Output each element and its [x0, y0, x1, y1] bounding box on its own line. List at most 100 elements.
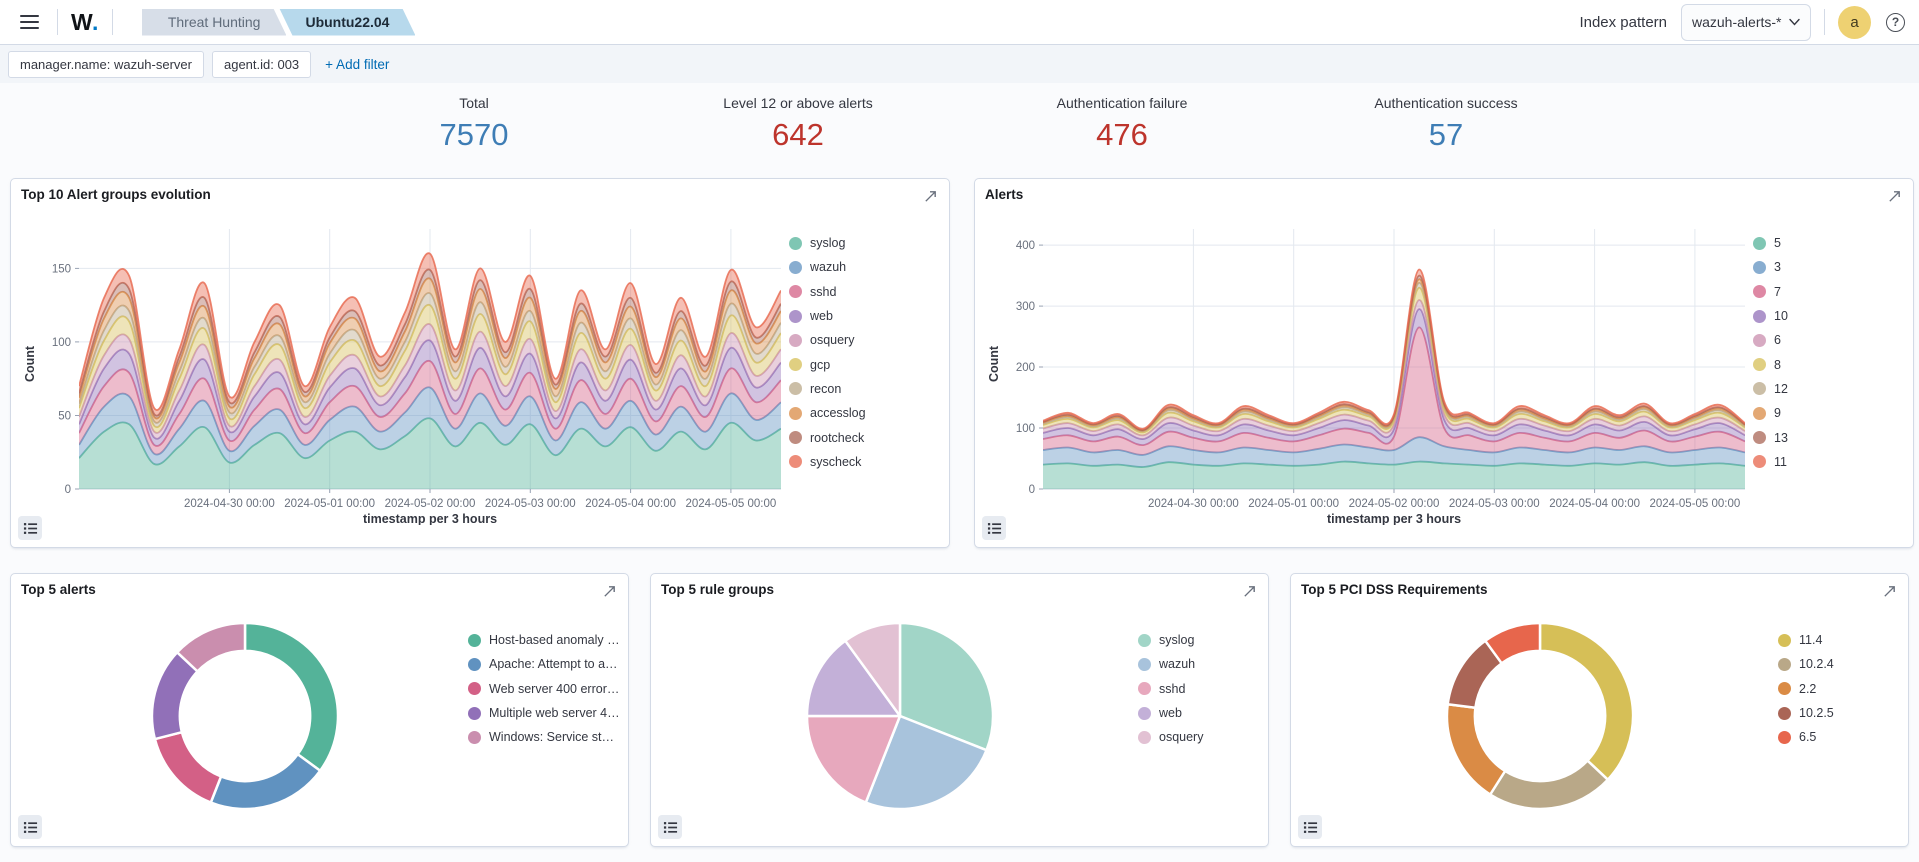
panel-title: Top 10 Alert groups evolution: [21, 187, 211, 202]
breadcrumb-threat-hunting[interactable]: Threat Hunting: [142, 9, 287, 36]
inspect-list-icon[interactable]: [18, 815, 42, 839]
legend-item[interactable]: wazuh: [789, 255, 939, 279]
breadcrumb-agent-ubuntu[interactable]: Ubuntu22.04: [279, 9, 415, 36]
avatar[interactable]: a: [1838, 5, 1871, 39]
pie-slice[interactable]: [243, 621, 339, 772]
legend-item[interactable]: Multiple web server 4…: [468, 701, 620, 725]
pie-slice[interactable]: [805, 639, 901, 718]
stat-total: Total 7570: [394, 95, 554, 167]
legend-item[interactable]: 6.5: [1778, 725, 1898, 749]
legend-dot: [1753, 382, 1766, 396]
legend-item[interactable]: web: [789, 304, 939, 328]
legend-item[interactable]: 10.2.4: [1778, 652, 1898, 676]
legend-item[interactable]: 2.2: [1778, 677, 1898, 701]
pie-slice[interactable]: [805, 714, 901, 804]
pie-slice[interactable]: [209, 753, 321, 811]
area-chart-svg: 0 100 200 300 400 2024-04-30 00:00 2024-05-01 …: [987, 229, 1745, 526]
legend-item[interactable]: recon: [789, 377, 939, 401]
inspect-list-icon[interactable]: [18, 516, 42, 540]
legend-item[interactable]: rootcheck: [789, 425, 939, 449]
svg-text:2024-05-04 00:00: 2024-05-04 00:00: [585, 498, 676, 510]
pie-slice[interactable]: [153, 730, 222, 804]
legend-item[interactable]: syslog: [789, 231, 939, 255]
legend-item[interactable]: osquery: [1138, 725, 1258, 749]
svg-text:2024-05-05 00:00: 2024-05-05 00:00: [685, 498, 776, 510]
legend-item[interactable]: syscheck: [789, 450, 939, 474]
area-chart-alerts-by-level[interactable]: 0 100 200 300 400 2024-04-30 00:00 2024-05-01 …: [985, 209, 1753, 530]
legend-item[interactable]: 10: [1753, 304, 1903, 328]
legend-item[interactable]: sshd: [1138, 677, 1258, 701]
legend-item[interactable]: 8: [1753, 352, 1903, 376]
inspect-list-icon[interactable]: [982, 516, 1006, 540]
pie-slice[interactable]: [1538, 621, 1634, 781]
inspect-list-icon[interactable]: [1298, 815, 1322, 839]
legend-dot: [789, 455, 802, 469]
donut-chart-top5-alerts[interactable]: [21, 604, 468, 822]
expand-icon[interactable]: [1240, 582, 1259, 604]
legend-item[interactable]: 11.4: [1778, 628, 1898, 652]
legend-item[interactable]: syslog: [1138, 628, 1258, 652]
legend-item[interactable]: 10.2.5: [1778, 701, 1898, 725]
legend-label: Windows: Service st…: [489, 730, 615, 745]
legend-item[interactable]: accesslog: [789, 401, 939, 425]
legend-item[interactable]: osquery: [789, 328, 939, 352]
pie-chart-svg: [150, 621, 339, 811]
donut-chart-top5-pci[interactable]: [1301, 604, 1778, 822]
legend-item[interactable]: Apache: Attempt to a…: [468, 652, 618, 676]
legend-item[interactable]: 12: [1753, 377, 1903, 401]
chart-legend: syslog wazuh sshd web osquery gcp recon accessl…: [789, 209, 939, 530]
inspect-list-icon[interactable]: [658, 815, 682, 839]
chart-legend: Host-based anomaly … Apache: Attempt to a…: [468, 604, 620, 822]
filter-pill-agent[interactable]: agent.id: 003: [211, 50, 312, 78]
legend-dot: [1778, 657, 1791, 671]
legend-item[interactable]: sshd: [789, 280, 939, 304]
legend-item[interactable]: 11: [1753, 450, 1903, 474]
pie-slice[interactable]: [1488, 759, 1609, 811]
svg-text:400: 400: [1016, 240, 1035, 252]
legend-item[interactable]: web: [1138, 701, 1258, 725]
legend-label: Web server 400 error…: [489, 681, 620, 696]
legend-dot: [789, 260, 802, 274]
pie-slice[interactable]: [1445, 703, 1506, 796]
legend-dot: [1138, 633, 1151, 647]
pie-slice[interactable]: [1483, 621, 1541, 665]
pie-slice[interactable]: [898, 621, 994, 752]
legend-item[interactable]: 9: [1753, 401, 1903, 425]
legend-item[interactable]: wazuh: [1138, 652, 1258, 676]
pie-slice[interactable]: [864, 714, 988, 811]
pie-chart-top5-rule-groups[interactable]: [661, 604, 1138, 822]
pie-chart-svg: [1445, 621, 1634, 811]
svg-text:300: 300: [1016, 301, 1035, 313]
svg-text:0: 0: [65, 484, 71, 496]
legend-item[interactable]: 3: [1753, 255, 1903, 279]
legend-item[interactable]: Host-based anomaly …: [468, 628, 620, 652]
index-pattern-select[interactable]: wazuh-alerts-*: [1681, 3, 1811, 41]
add-filter-link[interactable]: + Add filter: [325, 56, 390, 72]
stat-auth-success: Authentication success 57: [1366, 95, 1526, 167]
legend-item[interactable]: Web server 400 error…: [468, 677, 620, 701]
expand-icon[interactable]: [1885, 187, 1904, 209]
area-chart-alert-groups[interactable]: 0 50 100 150 2024-04-30 00:00 2024-05-01 00:0…: [21, 209, 789, 530]
expand-icon[interactable]: [600, 582, 619, 604]
legend-label: 2.2: [1799, 681, 1817, 696]
legend-item[interactable]: 7: [1753, 280, 1903, 304]
legend-item[interactable]: 5: [1753, 231, 1903, 255]
filter-pill-manager[interactable]: manager.name: wazuh-server: [8, 50, 204, 78]
chart-legend: 11.4 10.2.4 2.2 10.2.5 6.5: [1778, 604, 1898, 822]
legend-item[interactable]: gcp: [789, 352, 939, 376]
legend-label: rootcheck: [810, 430, 865, 445]
svg-text:2024-05-04 00:00: 2024-05-04 00:00: [1549, 498, 1640, 510]
pie-slice[interactable]: [843, 621, 901, 718]
legend-dot: [789, 358, 802, 372]
expand-icon[interactable]: [1880, 582, 1899, 604]
help-icon[interactable]: ?: [1886, 12, 1905, 32]
legend-item[interactable]: 6: [1753, 328, 1903, 352]
legend-item[interactable]: 13: [1753, 425, 1903, 449]
legend-item[interactable]: Windows: Service st…: [468, 725, 618, 749]
pie-slice[interactable]: [175, 621, 246, 673]
svg-text:100: 100: [1016, 423, 1035, 435]
hamburger-menu-icon[interactable]: [14, 7, 44, 37]
expand-icon[interactable]: [921, 187, 940, 209]
wazuh-logo[interactable]: W.: [71, 8, 99, 35]
legend-dot: [468, 633, 481, 647]
